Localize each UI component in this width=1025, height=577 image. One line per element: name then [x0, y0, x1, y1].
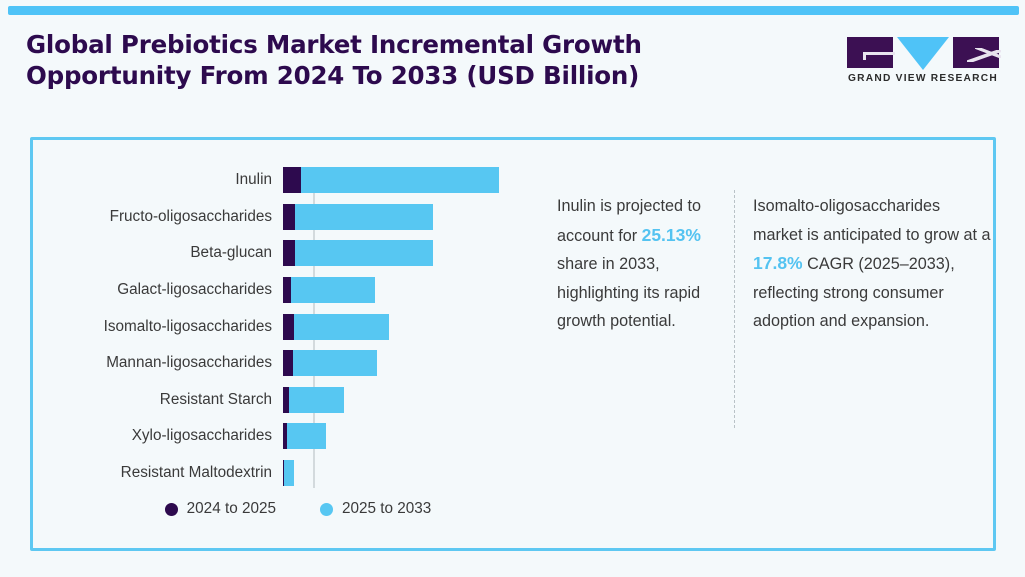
chart-category-label: Resistant Maltodextrin — [120, 464, 272, 482]
chart-bar-segment-2025-2033 — [287, 423, 327, 450]
insight-panel-inulin: Inulin is projected to account for 25.13… — [557, 192, 737, 336]
logo-g-bar — [863, 52, 895, 55]
top-accent-bar — [8, 6, 1019, 15]
legend-item: 2024 to 2025 — [164, 500, 276, 518]
chart-bar-segment-2024-2025 — [283, 423, 288, 450]
chart-bar-track — [283, 350, 533, 377]
chart-category-label: Resistant Starch — [159, 390, 272, 408]
chart-bar-segment-2025-2033 — [283, 460, 295, 487]
legend-label: 2025 to 2033 — [342, 500, 432, 517]
panel-divider — [734, 190, 735, 428]
insight-highlight-value: 17.8% — [753, 253, 803, 273]
chart-bar-row: Isomalto-ligosaccharides — [63, 308, 533, 345]
insight-text-pre: Isomalto-oligosaccharides market is anti… — [753, 197, 991, 244]
chart-bar-segment-2025-2033 — [295, 240, 434, 267]
chart-bar-track — [283, 203, 533, 230]
header: Global Prebiotics Market Incremental Gro… — [0, 15, 1025, 120]
chart-bar-segment-2024-2025 — [283, 460, 284, 487]
logo-v-triangle-icon — [897, 37, 949, 70]
chart-bar-segment-2025-2033 — [295, 203, 434, 230]
chart-category-label: Inulin — [235, 171, 272, 189]
chart-bar-segment-2024-2025 — [283, 277, 291, 304]
legend-label: 2024 to 2025 — [186, 500, 276, 517]
legend-dot-icon — [164, 502, 178, 516]
page-title-line-1: Global Prebiotics Market Incremental Gro… — [26, 30, 642, 59]
legend-item: 2025 to 2033 — [320, 500, 431, 518]
insight-text-post: CAGR (2025–2033), reflecting strong cons… — [753, 255, 955, 330]
chart-bar-segment-2024-2025 — [283, 240, 296, 267]
chart-bar-row: Xylo-ligosaccharides — [63, 418, 533, 455]
chart-legend: 2024 to 2025 2025 to 2033 — [63, 500, 533, 518]
chart-bar-track — [283, 423, 533, 450]
chart-category-label: Fructo-oligosaccharides — [109, 207, 272, 225]
chart-bar-track — [283, 167, 533, 194]
bar-chart: Inulin Fructo-oligosaccharides Beta-glucan… — [33, 140, 545, 548]
chart-bars: Inulin Fructo-oligosaccharides Beta-glucan… — [63, 162, 533, 491]
chart-category-label: Isomalto-ligosaccharides — [103, 317, 272, 335]
chart-bar-row: Resistant Maltodextrin — [63, 455, 533, 492]
content-card: Inulin Fructo-oligosaccharides Beta-glucan… — [30, 137, 996, 551]
chart-category-label: Mannan-ligosaccharides — [106, 354, 272, 372]
chart-bar-segment-2025-2033 — [290, 277, 375, 304]
chart-bar-track — [283, 240, 533, 267]
chart-bar-row: Galact-ligosaccharides — [63, 272, 533, 309]
chart-bar-segment-2024-2025 — [283, 350, 293, 377]
chart-bar-track — [283, 460, 533, 487]
logo-r-block-icon — [953, 37, 1001, 68]
chart-bar-row: Beta-glucan — [63, 235, 533, 272]
chart-bar-segment-2024-2025 — [283, 167, 302, 194]
grand-view-research-logo: GRAND VIEW RESEARCH — [847, 37, 1001, 89]
chart-bar-segment-2024-2025 — [283, 386, 290, 413]
logo-r-wedge-upper — [975, 48, 1001, 58]
chart-bar-row: Mannan-ligosaccharides — [63, 345, 533, 382]
chart-bar-segment-2024-2025 — [283, 203, 296, 230]
chart-bar-segment-2024-2025 — [283, 313, 294, 340]
legend-dot-icon — [320, 502, 333, 516]
insight-text-pre: Inulin is projected to account for — [557, 197, 701, 245]
chart-bar-track — [283, 386, 533, 413]
chart-bar-row: Inulin — [63, 162, 533, 199]
chart-category-label: Xylo-ligosaccharides — [131, 427, 272, 445]
chart-bar-row: Resistant Starch — [63, 382, 533, 419]
chart-bar-track — [283, 277, 533, 304]
chart-plot-area: Inulin Fructo-oligosaccharides Beta-glucan… — [63, 162, 533, 492]
logo-g-block-icon — [847, 37, 895, 68]
logo-mark — [847, 37, 1001, 70]
chart-bar-row: Fructo-oligosaccharides — [63, 199, 533, 236]
insight-highlight-value: 25.13% — [641, 224, 701, 245]
page-title-line-2: Opportunity From 2024 To 2033 (USD Billi… — [26, 61, 640, 90]
insight-panel-isomalto: Isomalto-oligosaccharides market is anti… — [753, 192, 993, 336]
chart-bar-segment-2025-2033 — [301, 167, 499, 194]
chart-bar-track — [283, 313, 533, 340]
insight-text-post: share in 2033, highlighting its rapid gr… — [557, 255, 701, 330]
chart-category-label: Galact-ligosaccharides — [117, 281, 272, 299]
chart-category-label: Beta-glucan — [190, 244, 272, 262]
chart-bar-segment-2025-2033 — [293, 313, 389, 340]
logo-g-stub — [863, 52, 866, 60]
logo-wordmark: GRAND VIEW RESEARCH — [848, 73, 998, 84]
chart-bar-segment-2025-2033 — [289, 386, 344, 413]
chart-bar-segment-2025-2033 — [292, 350, 378, 377]
page-title: Global Prebiotics Market Incremental Gro… — [26, 29, 686, 91]
